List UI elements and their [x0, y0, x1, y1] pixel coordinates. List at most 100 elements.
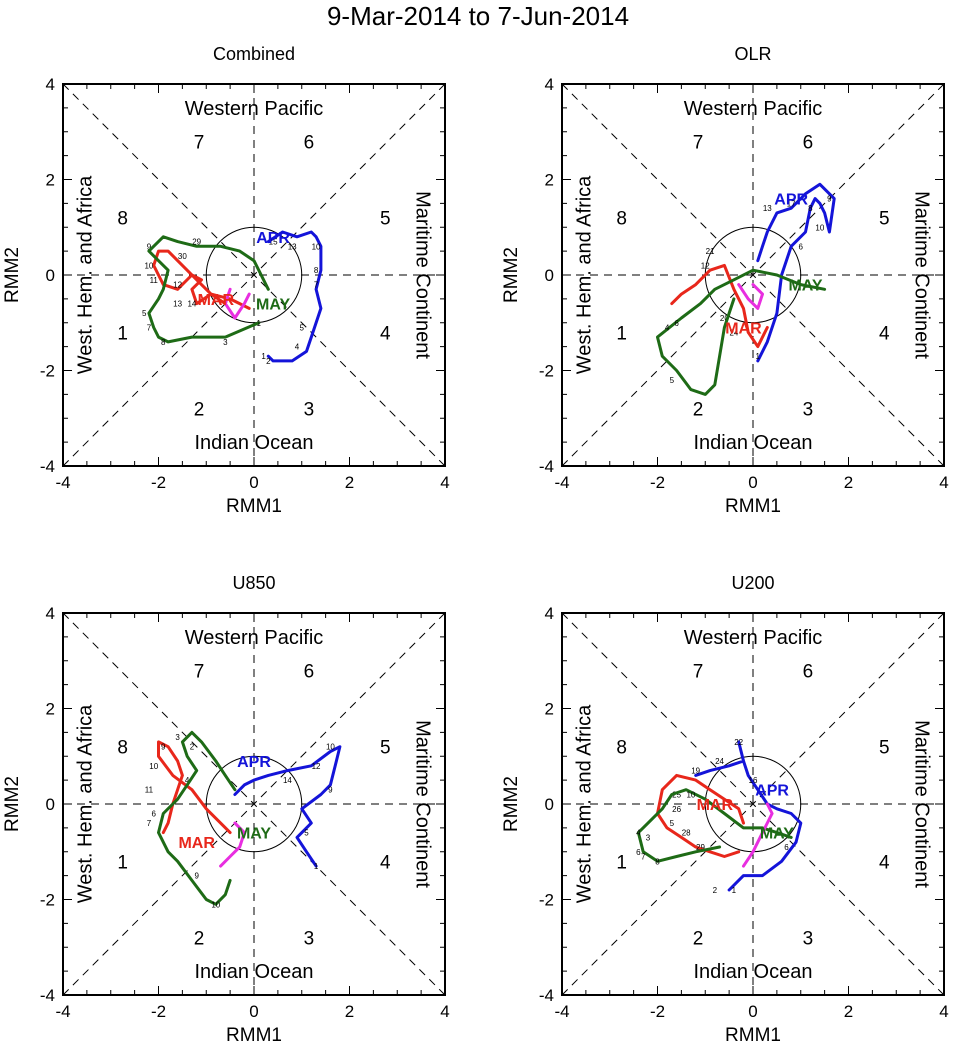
y-tick-label: 2 [46, 700, 55, 719]
y-axis-label: RMM2 [501, 776, 522, 832]
day-label: 9 [194, 872, 199, 881]
day-label: 12 [701, 261, 710, 270]
y-tick-label: 4 [545, 75, 554, 94]
phase-label-6: 6 [304, 661, 315, 682]
series-line-mar [157, 740, 232, 835]
phase-label-5: 5 [380, 738, 391, 759]
x-axis-label: RMM1 [725, 1025, 781, 1046]
phase-label-2: 2 [194, 400, 205, 421]
series-line-may [157, 730, 237, 906]
day-label: 9 [161, 743, 166, 752]
day-label: 29 [192, 238, 201, 247]
day-label: 5 [670, 376, 675, 385]
day-label: 15 [269, 238, 278, 247]
unit-circle [205, 755, 303, 853]
day-label: 12 [173, 281, 182, 290]
y-tick-label: -4 [40, 457, 55, 476]
x-tick-label: 2 [345, 1002, 354, 1021]
month-label-may: MAY [760, 826, 794, 843]
x-tick-label: 4 [440, 473, 449, 492]
diagonal-line [62, 83, 446, 467]
day-label: 1 [257, 319, 262, 328]
day-label: 13 [173, 300, 182, 309]
region-label-top: Western Pacific [185, 98, 324, 120]
panel-title: U850 [232, 573, 275, 593]
day-label: 11 [145, 786, 154, 795]
month-label-may: MAY [256, 297, 290, 314]
day-label: 8 [808, 204, 813, 213]
panel-title: Combined [213, 44, 295, 64]
phase-label-5: 5 [380, 209, 391, 230]
day-label: 4 [295, 343, 300, 352]
series-line-apr [233, 745, 342, 868]
day-label: 9 [827, 195, 832, 204]
month-label-apr: APR [237, 754, 271, 771]
y-tick-label: 2 [46, 171, 55, 190]
day-label: 2 [713, 886, 718, 895]
region-label-right: Maritime Continent [412, 720, 434, 888]
day-label: 3 [175, 733, 180, 742]
series-line-may [656, 268, 827, 396]
series-line-jun [219, 821, 246, 868]
region-label-left: West. Hem. and Africa [573, 175, 595, 374]
day-label: 4 [185, 776, 190, 785]
x-tick-label: -2 [650, 1002, 665, 1021]
day-label: 10 [312, 242, 321, 251]
day-label: 16 [749, 776, 758, 785]
day-label: 2 [266, 357, 271, 366]
y-axis-label: RMM2 [501, 247, 522, 303]
day-label: 1 [261, 352, 266, 361]
day-label: 10 [211, 900, 220, 909]
y-tick-label: 2 [545, 171, 554, 190]
day-label: 5 [670, 819, 675, 828]
day-label: 6 [636, 848, 641, 857]
day-label: 8 [655, 857, 660, 866]
day-label: 3 [223, 338, 228, 347]
day-label: 4 [636, 829, 641, 838]
day-label: 7 [147, 819, 152, 828]
day-label: 1 [314, 862, 319, 871]
day-label: 13 [763, 204, 772, 213]
day-label: 1 [732, 886, 737, 895]
day-label: 7 [314, 281, 319, 290]
y-tick-label: 4 [545, 604, 554, 623]
month-label-apr: APR [774, 192, 808, 209]
series-line-jun [737, 283, 764, 310]
phase-label-4: 4 [380, 852, 391, 873]
day-label: 6 [151, 810, 156, 819]
phase-label-2: 2 [693, 400, 704, 421]
x-tick-label: 2 [844, 1002, 853, 1021]
region-label-top: Western Pacific [684, 627, 823, 649]
phase-label-5: 5 [879, 738, 890, 759]
phase-label-4: 4 [380, 323, 391, 344]
series-line-may [147, 235, 270, 344]
y-axis-label: RMM2 [2, 247, 23, 303]
y-axis-label: RMM2 [2, 776, 23, 832]
phase-label-5: 5 [879, 209, 890, 230]
diagonal-line [561, 83, 945, 467]
phase-label-8: 8 [117, 738, 128, 759]
day-label: 4 [665, 324, 670, 333]
x-tick-label: 0 [249, 473, 258, 492]
series-line-mar [670, 263, 769, 349]
day-label: 24 [715, 757, 724, 766]
diagonal-line [62, 612, 446, 996]
day-label: 10 [149, 762, 158, 771]
day-label: 10 [326, 743, 335, 752]
diagonal-line [561, 612, 945, 996]
x-tick-label: 0 [748, 1002, 757, 1021]
day-label: 8 [314, 266, 319, 275]
region-label-left: West. Hem. and Africa [74, 175, 96, 374]
day-label: 7 [147, 324, 152, 333]
day-label: 30 [178, 252, 187, 261]
series-line-may [636, 788, 793, 863]
x-tick-label: 4 [939, 1002, 948, 1021]
y-tick-label: -2 [539, 891, 554, 910]
day-label: 13 [288, 242, 297, 251]
region-label-bottom: Indian Ocean [694, 432, 813, 454]
y-tick-label: 0 [46, 266, 55, 285]
series-line-jun [223, 287, 251, 320]
series-line-apr [694, 740, 803, 892]
phase-label-2: 2 [693, 929, 704, 950]
phase-label-8: 8 [117, 209, 128, 230]
